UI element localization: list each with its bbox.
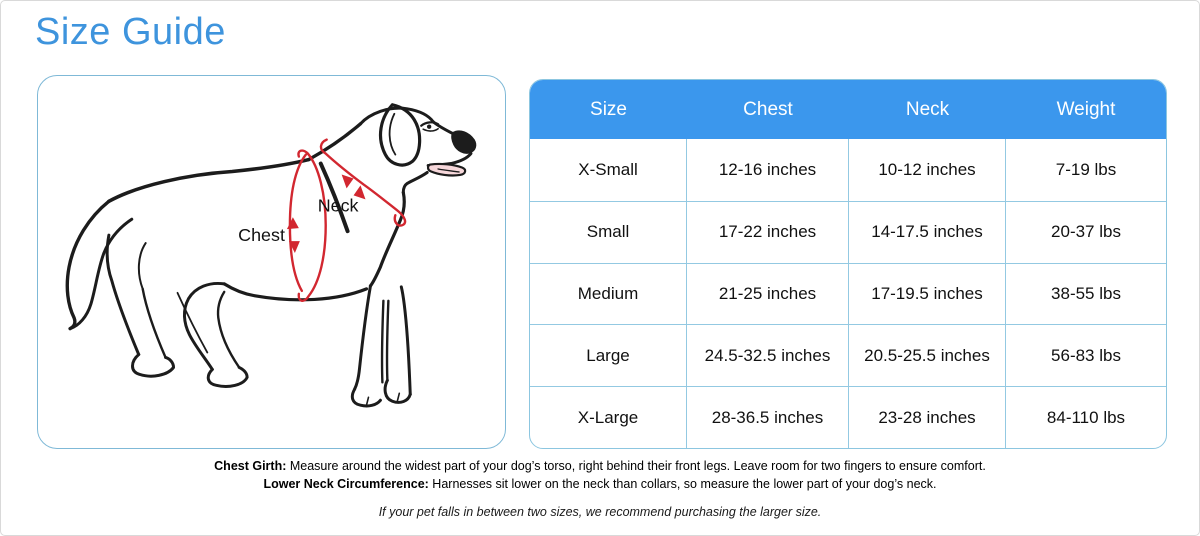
harness-loops [288,138,407,302]
table-row: Medium 21-25 inches 17-19.5 inches 38-55… [530,262,1166,325]
chest-label: Chest [238,225,285,245]
dog-illustration: Neck Chest [65,103,477,408]
chest-cell: 28-36.5 inches [687,387,849,448]
neck-arrow-up-icon [341,174,354,189]
tail [65,199,111,331]
measurement-notes: Chest Girth: Measure around the widest p… [1,457,1199,521]
column-header-chest: Chest [743,98,793,120]
neck-arrow-down-icon [353,185,366,200]
dog-diagram-card: Neck Chest [37,75,506,449]
ear [378,103,422,167]
chest-cell: 17-22 inches [687,201,849,263]
size-cell: X-Large [530,387,687,448]
neck-circumference-note-text: Harnesses sit lower on the neck than col… [428,477,937,491]
table-header-row: Size Chest Neck Weight [530,80,1166,139]
table-row: X-Small 12-16 inches 10-12 inches 7-19 l… [530,139,1166,201]
chest-girth-note: Chest Girth: Measure around the widest p… [1,457,1199,475]
fit-recommendation-note: If your pet falls in between two sizes, … [378,505,822,519]
weight-cell: 56-83 lbs [1051,345,1121,365]
table-body: X-Small 12-16 inches 10-12 inches 7-19 l… [530,139,1166,448]
size-cell: Large [530,325,687,387]
chest-cell: 12-16 inches [687,139,849,201]
chest-arrow-up-icon [286,217,299,230]
page-title: Size Guide [35,11,226,53]
neck-cell: 20.5-25.5 inches [849,325,1006,387]
chest-girth-note-label: Chest Girth: [214,459,287,473]
chest-arrow-down-icon [288,241,300,254]
neck-cell: 23-28 inches [849,387,1006,448]
chest-girth-note-text: Measure around the widest part of your d… [286,459,986,473]
table-row: Large 24.5-32.5 inches 20.5-25.5 inches … [530,324,1166,387]
table-row: X-Large 28-36.5 inches 23-28 inches 84-1… [530,386,1166,448]
weight-cell: 84-110 lbs [1046,407,1126,427]
neck-cell: 14-17.5 inches [849,201,1006,263]
neck-circumference-note: Lower Neck Circumference: Harnesses sit … [1,475,1199,493]
neck-label: Neck [318,195,359,215]
column-header-size: Size [590,98,627,120]
neck-circumference-note-label: Lower Neck Circumference: [263,477,429,491]
size-table: Size Chest Neck Weight X-Small 12-16 inc… [529,79,1167,449]
neck-cell: 17-19.5 inches [849,263,1006,325]
column-header-neck: Neck [905,98,950,120]
eye [420,121,440,127]
neck-loop [319,138,407,227]
neck-cell: 10-12 inches [849,139,1006,201]
weight-cell: 20-37 lbs [1051,222,1121,242]
weight-cell: 38-55 lbs [1051,283,1121,303]
chest-cell: 21-25 inches [687,263,849,325]
size-cell: Small [530,201,687,263]
size-cell: Medium [530,263,687,325]
chest-cell: 24.5-32.5 inches [687,325,849,387]
chest-loop [297,152,327,302]
weight-cell: 7-19 lbs [1055,159,1117,179]
column-header-weight: Weight [1056,98,1116,120]
size-cell: X-Small [530,139,687,201]
table-row: Small 17-22 inches 14-17.5 inches 20-37 … [530,200,1166,263]
